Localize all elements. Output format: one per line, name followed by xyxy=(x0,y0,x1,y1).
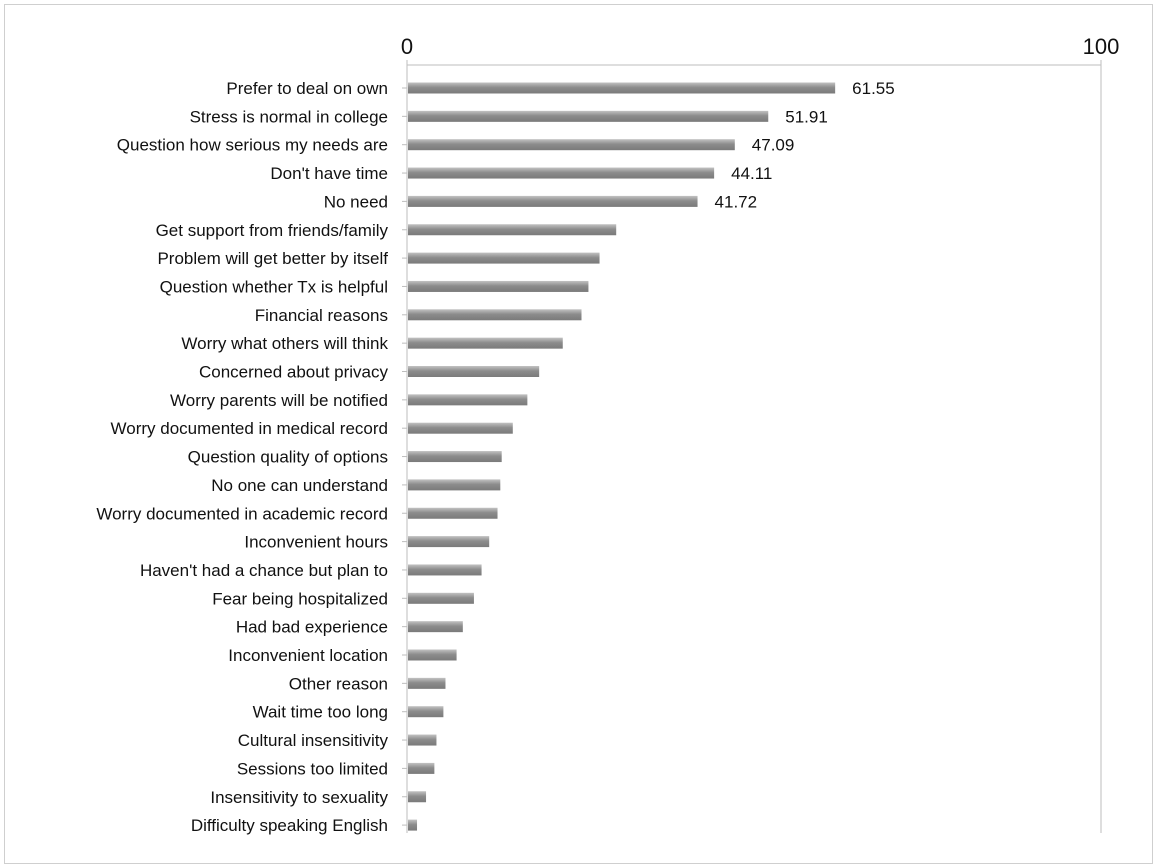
category-label: Problem will get better by itself xyxy=(157,249,388,268)
category-label: No need xyxy=(324,192,388,211)
data-label: 41.72 xyxy=(715,192,758,211)
category-label: Question whether Tx is helpful xyxy=(160,277,388,296)
bar xyxy=(408,507,498,519)
category-label: Other reason xyxy=(289,674,388,693)
category-label: Worry what others will think xyxy=(181,334,388,353)
bar xyxy=(408,451,502,463)
category-label: Sessions too limited xyxy=(237,759,388,778)
category-labels: Prefer to deal on own Stress is normal in… xyxy=(96,79,388,835)
bar xyxy=(408,394,528,406)
category-label: Fear being hospitalized xyxy=(212,589,388,608)
bar xyxy=(408,280,589,292)
bar xyxy=(408,82,836,94)
bar xyxy=(408,252,600,264)
bar xyxy=(408,621,463,633)
data-label: 51.91 xyxy=(785,107,828,126)
bar xyxy=(408,309,582,321)
bar xyxy=(408,536,490,548)
bar xyxy=(408,592,474,604)
category-label: Had bad experience xyxy=(236,618,388,637)
data-label: 61.55 xyxy=(852,79,895,98)
bar xyxy=(408,734,437,746)
category-label: Worry parents will be notified xyxy=(170,391,388,410)
category-label: Inconvenient hours xyxy=(244,533,388,552)
category-label: Prefer to deal on own xyxy=(226,79,388,98)
category-label: Worry documented in medical record xyxy=(111,419,388,438)
bar xyxy=(408,762,435,774)
bar xyxy=(408,167,715,179)
bar xyxy=(408,224,617,236)
bar xyxy=(408,791,427,803)
category-label: Wait time too long xyxy=(253,703,388,722)
axis-layer: 0 100 xyxy=(401,34,1119,833)
category-label: Stress is normal in college xyxy=(190,107,388,126)
data-labels: 61.55 51.91 47.09 44.11 41.72 xyxy=(715,79,895,211)
bar xyxy=(408,677,446,689)
bar xyxy=(408,337,563,349)
x-tick-label: 100 xyxy=(1083,34,1120,59)
data-label: 47.09 xyxy=(752,136,795,155)
x-tick-label: 0 xyxy=(401,34,413,59)
bar xyxy=(408,564,482,576)
category-label: No one can understand xyxy=(211,476,388,495)
category-label: Don't have time xyxy=(270,164,388,183)
bar xyxy=(408,649,457,661)
bar xyxy=(408,366,540,377)
bar xyxy=(408,110,769,122)
category-label: Haven't had a chance but plan to xyxy=(140,561,388,580)
category-label: Inconvenient location xyxy=(228,646,388,665)
bar xyxy=(408,139,735,151)
bar xyxy=(408,706,444,718)
category-label: Concerned about privacy xyxy=(199,363,389,382)
category-label: Worry documented in academic record xyxy=(96,504,388,523)
category-label: Difficulty speaking English xyxy=(191,816,388,835)
category-label: Question how serious my needs are xyxy=(117,136,388,155)
category-label: Question quality of options xyxy=(188,448,388,467)
bar xyxy=(408,819,418,831)
data-label: 44.11 xyxy=(731,164,772,183)
bar xyxy=(408,422,513,434)
category-label: Get support from friends/family xyxy=(156,221,389,240)
bars-layer xyxy=(408,82,836,831)
category-label: Insensitivity to sexuality xyxy=(210,788,388,807)
category-label: Financial reasons xyxy=(255,306,388,325)
category-label: Cultural insensitivity xyxy=(238,731,389,750)
bar xyxy=(408,479,501,491)
bar xyxy=(408,195,698,207)
